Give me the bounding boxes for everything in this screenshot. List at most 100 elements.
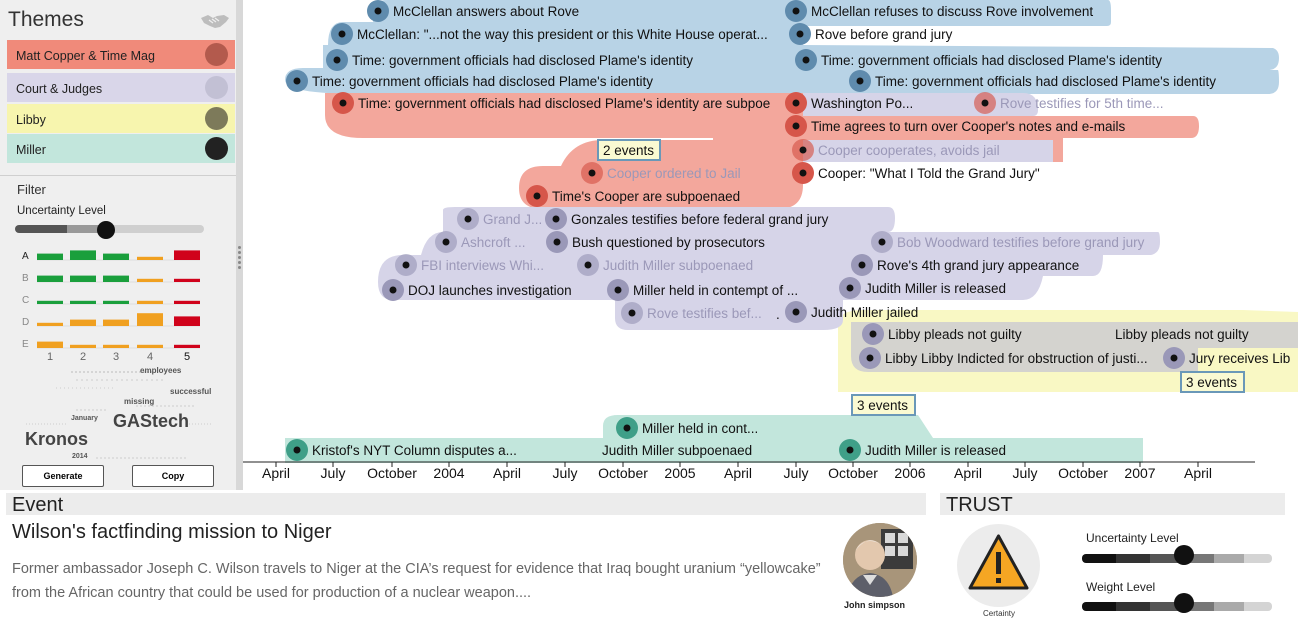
event-cluster-button[interactable]: 3 events	[851, 394, 916, 416]
event-label[interactable]: Ashcroft ...	[461, 235, 526, 250]
histogram-bar[interactable]	[70, 319, 96, 326]
event-label[interactable]: Cooper cooperates, avoids jail	[818, 143, 1000, 158]
timeline-event[interactable]: McClellan refuses to discuss Rove involv…	[785, 0, 1093, 22]
timeline-event[interactable]: Libby pleads not guilty	[862, 323, 1022, 345]
theme-band[interactable]	[378, 207, 1160, 330]
timeline-event[interactable]: Cooper: "What I Told the Grand Jury"	[792, 162, 1040, 184]
event-label[interactable]: Judith Miller jailed	[811, 305, 918, 320]
histogram-bar[interactable]	[37, 300, 63, 304]
timeline-event[interactable]: Time agrees to turn over Cooper's notes …	[785, 115, 1125, 137]
theme-row[interactable]: Libby	[7, 104, 235, 133]
generate-button[interactable]: Generate	[22, 465, 104, 487]
event-label[interactable]: Judith Miller is released	[865, 443, 1006, 458]
timeline-event[interactable]: Judith Miller jailed	[785, 301, 918, 323]
timeline-canvas[interactable]: McClellan answers about Rove McClellan re…	[243, 0, 1298, 490]
sidebar-resize-handle[interactable]	[236, 0, 243, 490]
event-label[interactable]: Miller held in contempt of ...	[633, 283, 798, 298]
theme-color-swatch[interactable]	[205, 43, 228, 66]
theme-row[interactable]: Miller	[7, 134, 235, 163]
histogram-bar[interactable]	[174, 316, 200, 326]
event-label[interactable]: Time's Cooper are subpoenaed	[552, 189, 740, 204]
histogram-bar[interactable]	[103, 319, 129, 326]
event-label[interactable]: Judith Miller subpoenaed	[602, 443, 752, 458]
timeline-event[interactable]: Rove's 4th grand jury appearance	[851, 254, 1079, 276]
timeline-event[interactable]: Judith Miller subpoenaed	[602, 443, 752, 458]
timeline-event[interactable]: Time's Cooper are subpoenaed	[526, 185, 740, 207]
histogram-bar[interactable]	[37, 322, 63, 326]
event-label[interactable]: Miller held in cont...	[642, 421, 758, 436]
timeline-event[interactable]: Time: government officials had disclosed…	[795, 49, 1162, 71]
theme-band[interactable]	[285, 0, 1279, 94]
event-label[interactable]: DOJ launches investigation	[408, 283, 572, 298]
timeline-event[interactable]: Time: government officials had disclosed…	[326, 49, 693, 71]
histogram-bar[interactable]	[37, 275, 63, 282]
event-label[interactable]: Jury receives Lib	[1189, 351, 1290, 366]
event-label[interactable]: Rove's 4th grand jury appearance	[877, 258, 1079, 273]
histogram-bar[interactable]	[174, 344, 200, 348]
event-label[interactable]: Time: government officials had disclosed…	[352, 53, 693, 68]
timeline-event[interactable]: FBI interviews Whi...	[395, 254, 544, 276]
trust-uncertainty-knob[interactable]	[1174, 545, 1194, 565]
timeline-event[interactable]: Rove before grand jury	[789, 23, 953, 45]
histogram-bar[interactable]	[37, 253, 63, 260]
timeline-event[interactable]: Time: government officials had disclosed…	[332, 92, 770, 114]
event-label[interactable]: Washington Po...	[811, 96, 913, 111]
source-avatar[interactable]	[843, 523, 917, 597]
timeline-event[interactable]: Kristof's NYT Column disputes a...	[286, 439, 517, 461]
timeline-event[interactable]: Time: government officials had disclosed…	[286, 70, 653, 92]
timeline-event[interactable]: DOJ launches investigation	[382, 279, 572, 301]
event-label[interactable]: Libby Libby Indicted for obstruction of …	[885, 351, 1148, 366]
event-label[interactable]: Rove testifies bef...	[647, 306, 762, 321]
event-label[interactable]: Judith Miller subpoenaed	[603, 258, 753, 273]
event-label[interactable]: Judith Miller is released	[865, 281, 1006, 296]
histogram-bar[interactable]	[174, 278, 200, 282]
uncertainty-slider-knob[interactable]	[97, 221, 115, 239]
theme-color-swatch[interactable]	[205, 137, 228, 160]
histogram-bar[interactable]	[70, 300, 96, 304]
histogram-bar[interactable]	[137, 256, 163, 260]
histogram-bar[interactable]	[103, 253, 129, 260]
event-label[interactable]: FBI interviews Whi...	[421, 258, 544, 273]
theme-row[interactable]: Matt Copper & Time Mag	[7, 40, 235, 69]
event-label[interactable]: Time: government officials had disclosed…	[821, 53, 1162, 68]
timeline-event[interactable]: Gonzales testifies before federal grand …	[545, 208, 829, 230]
event-label[interactable]: McClellan: "...not the way this presiden…	[357, 27, 768, 42]
trust-uncertainty-slider[interactable]	[1082, 550, 1272, 563]
theme-row[interactable]: Court & Judges	[7, 73, 235, 102]
timeline-event[interactable]: McClellan answers about Rove	[367, 0, 579, 22]
uncertainty-slider-track[interactable]	[15, 225, 67, 233]
event-label[interactable]: Cooper ordered to Jail	[607, 166, 741, 181]
handshake-icon[interactable]	[200, 12, 230, 30]
histogram-bar[interactable]	[70, 250, 96, 260]
histogram-bar[interactable]	[70, 275, 96, 282]
timeline-event[interactable]: Jury receives Lib	[1163, 347, 1290, 369]
event-label[interactable]: Time agrees to turn over Cooper's notes …	[811, 119, 1125, 134]
timeline-event[interactable]: Bob Woodward testifies before grand jury	[871, 231, 1145, 253]
timeline-event[interactable]: Washington Po...	[785, 92, 913, 114]
event-label[interactable]: McClellan answers about Rove	[393, 4, 579, 19]
timeline-event[interactable]: Cooper cooperates, avoids jail	[792, 139, 1000, 161]
theme-band[interactable]	[803, 140, 1053, 162]
event-label[interactable]: Time: government officials had disclosed…	[358, 96, 770, 111]
event-label[interactable]: McClellan refuses to discuss Rove involv…	[811, 4, 1093, 19]
event-label[interactable]: Rove before grand jury	[815, 27, 953, 42]
histogram-bar[interactable]	[103, 344, 129, 348]
timeline-event[interactable]: Libby pleads not guilty	[1115, 327, 1249, 342]
histogram-bar[interactable]	[37, 341, 63, 348]
event-label[interactable]: Libby pleads not guilty	[1115, 327, 1249, 342]
copy-button[interactable]: Copy	[132, 465, 214, 487]
histogram-bar[interactable]	[174, 300, 200, 304]
theme-color-swatch[interactable]	[205, 107, 228, 130]
timeline-event[interactable]: Judith Miller is released	[839, 277, 1006, 299]
uncertainty-slider-track-end[interactable]	[109, 225, 204, 233]
histogram-bar[interactable]	[103, 300, 129, 304]
timeline-event[interactable]: Libby Libby Indicted for obstruction of …	[859, 347, 1148, 369]
timeline-event[interactable]: Cooper ordered to Jail	[581, 162, 741, 184]
timeline-event[interactable]: Rove testifies for 5th time...	[974, 92, 1164, 114]
event-label[interactable]: Time: government officials had disclosed…	[312, 74, 653, 89]
theme-band[interactable]	[325, 93, 1199, 209]
theme-color-swatch[interactable]	[205, 76, 228, 99]
timeline-event[interactable]: Judith Miller subpoenaed	[577, 254, 753, 276]
theme-band[interactable]	[285, 415, 1143, 463]
timeline-event[interactable]: Grand J...	[457, 208, 542, 230]
